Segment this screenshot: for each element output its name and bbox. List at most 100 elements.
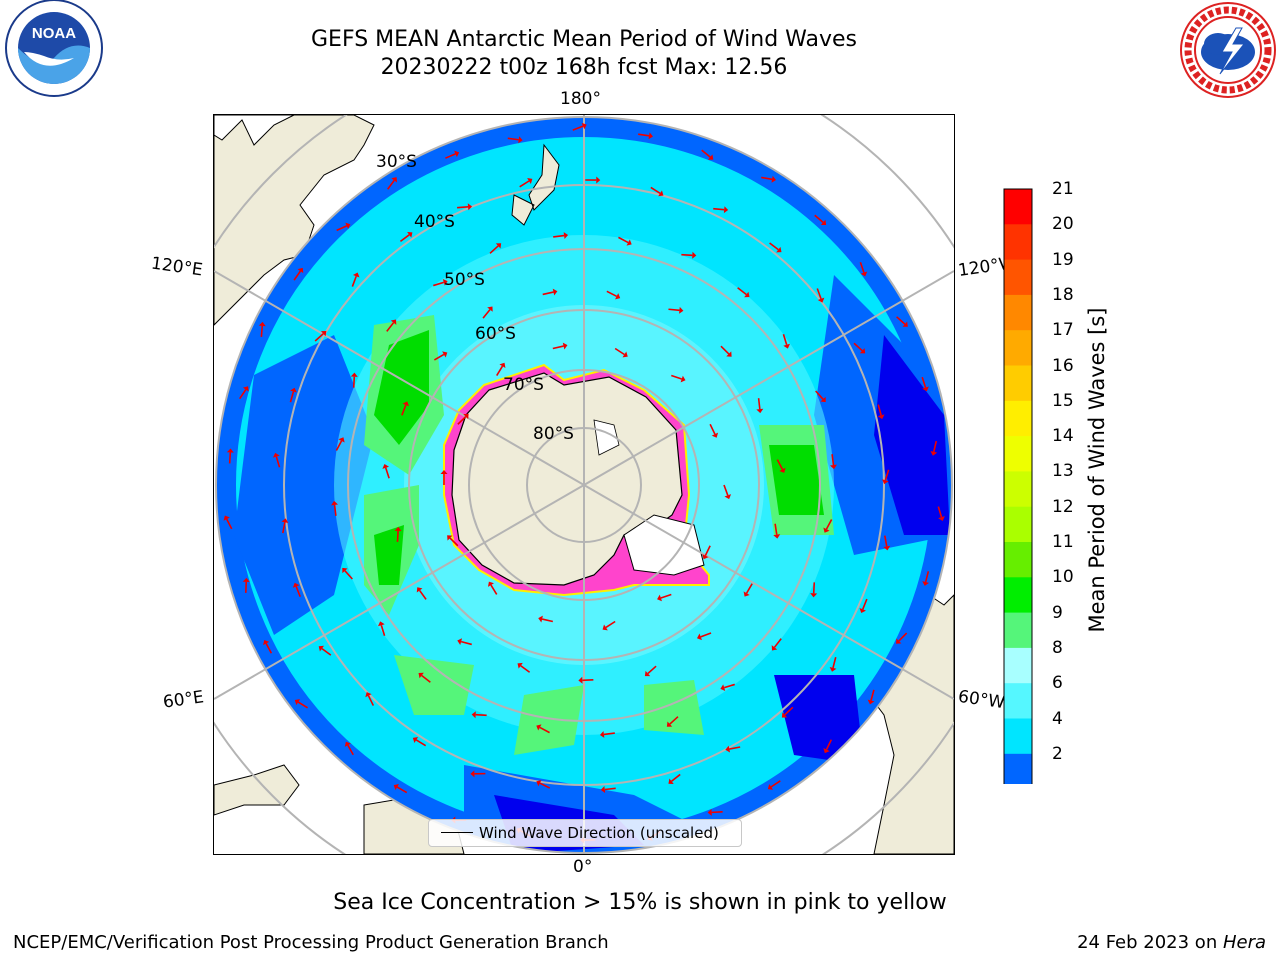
wind-arrow-shaft [812,582,816,594]
wind-arrow-shaft [386,322,395,332]
wind-arrow-shaft [489,245,499,254]
wind-arrow-head [454,150,460,158]
wind-arrow-shaft [737,287,747,296]
wind-wave-arrows [223,122,945,844]
wind-arrow-shaft [832,657,837,669]
wind-arrow-shaft [884,469,890,481]
lon-label-0: 0° [573,857,593,877]
wind-arrow-shaft [606,290,618,298]
wind-arrow-shaft [433,353,445,361]
wind-arrow-shaft [384,467,390,479]
wind-arrow-head [626,239,632,246]
land-new-zealand [511,143,560,226]
wind-arrow-head [679,306,684,314]
wind-arrow-head [536,724,542,731]
chart-title: GEFS MEAN Antarctic Mean Period of Wind … [311,27,857,52]
wind-arrow-head [823,748,830,754]
wind-arrow-shaft [295,586,301,597]
wind-arrow-head [771,175,777,183]
wind-arrow-head [666,721,673,727]
wind-arrow-head [527,178,533,184]
wind-arrow-head [562,342,568,350]
wind-arrow-head [393,784,399,791]
footer-date-text: 24 Feb 2023 on [1077,932,1223,953]
footer-credit: NCEP/EMC/Verification Post Processing Pr… [13,932,609,953]
legend-line-sample [441,832,473,833]
wind-arrow-head [922,386,929,392]
wind-arrow-head [390,319,397,325]
wind-arrow-shaft [770,780,781,788]
wind-arrow-head [518,136,523,144]
wind-arrow-shaft [859,261,865,273]
wind-arrow-head [707,808,712,816]
wind-arrow-head [292,582,300,588]
colorbar-tick-label: 19 [1052,249,1074,270]
colorbar-segment [1004,542,1032,578]
wind-arrow-shaft [723,484,729,496]
wind-arrow-head [242,577,250,583]
wind-arrow-head [867,699,875,705]
wind-arrow-head [823,527,830,533]
wind-arrow-shaft [457,205,469,209]
wind-arrow-head [391,177,398,183]
wind-arrow-shaft [701,149,711,158]
wind-arrow-shaft [618,236,629,244]
wind-arrow-head [258,321,266,327]
wind-arrow-head [581,122,587,130]
wind-arrow-shaft [745,583,753,594]
wind-arrow-shaft [539,782,551,789]
wind-arrow-head [447,535,453,541]
wind-arrow-shaft [421,674,431,683]
wind-arrow-head [294,699,300,706]
wind-arrow-shaft [275,456,281,468]
wind-arrow-shaft [729,746,741,750]
wind-arrow-shaft [782,334,788,346]
wind-arrow-shaft [457,416,467,425]
wind-arrow-head [781,712,788,718]
wind-arrow-head [902,321,908,327]
wind-arrow-head [783,343,791,349]
wind-arrow-shaft [475,713,487,717]
wind-arrow-shaft [396,530,399,542]
wind-arrow-head [883,545,891,551]
wind-arrow-shaft [418,589,427,600]
wind-arrow-shaft [507,137,519,141]
wind-arrow-shaft [336,225,348,232]
colorbar-tick-label: 10 [1052,567,1074,588]
wind-arrow-head [599,730,605,738]
wind-arrow-head [882,479,889,485]
wind-arrow-head [290,387,297,393]
wind-arrow-head [744,291,750,298]
colorbar [1003,188,1033,784]
wind-arrow-head [342,567,348,574]
sea-ice-note: Sea Ice Concentration > 15% is shown in … [333,890,947,915]
colorbar-segment [1004,647,1032,684]
peninsula-ice [623,514,705,576]
lon-label-60e: 60°E [161,687,206,713]
wind-arrow-head [711,432,719,438]
lat-label-80s: 80°S [533,424,574,444]
wind-arrow-shaft [265,643,273,654]
wind-arrow-head [810,593,818,598]
wind-arrow-shaft [773,638,782,648]
colorbar-segment [1004,753,1032,784]
wind-arrow-head [517,662,523,669]
wind-arrow-head [223,515,230,521]
colorbar-label: Mean Period of Wind Waves [s] [1085,307,1109,633]
wind-arrow-head [896,638,902,644]
lon-label-60w: 60°W [956,686,1007,714]
wind-arrow-head [743,591,750,597]
wind-arrow-head [563,232,569,240]
wind-arrow-head [394,526,402,532]
wind-arrow-shaft [433,281,445,287]
wind-arrow-head [538,615,543,623]
wind-arrow-shaft [553,234,565,238]
wind-arrow-shaft [862,598,868,610]
wind-arrow-shaft [603,732,615,736]
lat-label-70s: 70°S [503,375,544,395]
wind-arrow-shaft [921,376,927,388]
wind-arrow-shaft [228,452,232,464]
colorbar-tick-label: 9 [1052,602,1063,623]
wind-arrow-head [471,711,476,719]
wind-arrow-shaft [815,390,824,400]
